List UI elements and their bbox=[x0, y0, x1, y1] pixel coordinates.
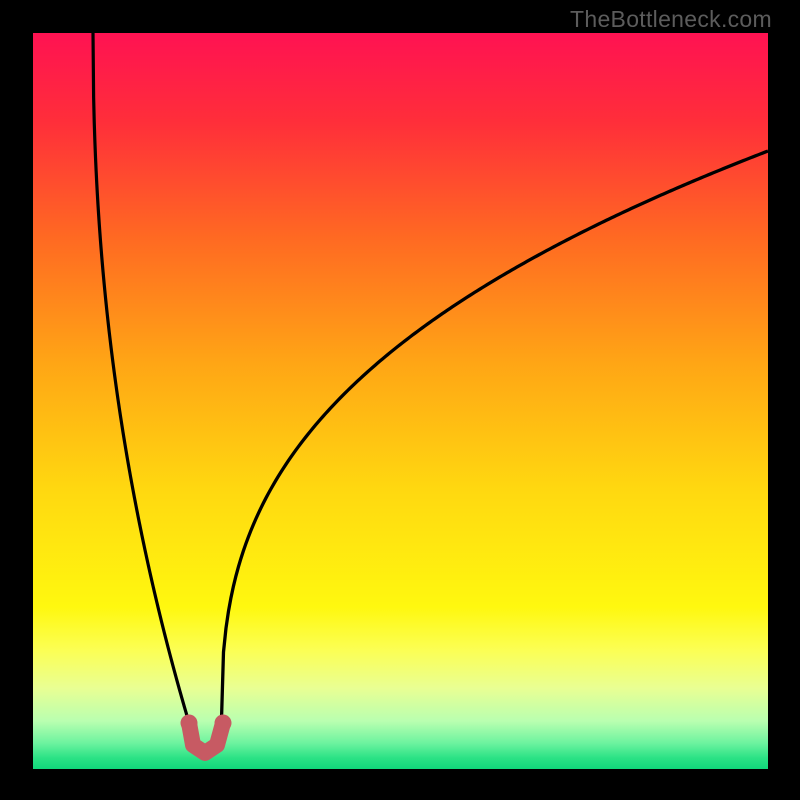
curve-left bbox=[93, 33, 193, 736]
marker-dot-left bbox=[181, 715, 198, 732]
bottleneck-marker bbox=[181, 715, 232, 754]
marker-dot-right bbox=[215, 715, 232, 732]
curves-svg bbox=[33, 33, 768, 769]
plot-area bbox=[33, 33, 768, 769]
curve-right bbox=[221, 151, 768, 736]
chart-container: TheBottleneck.com bbox=[0, 0, 800, 800]
watermark-text: TheBottleneck.com bbox=[570, 6, 772, 33]
